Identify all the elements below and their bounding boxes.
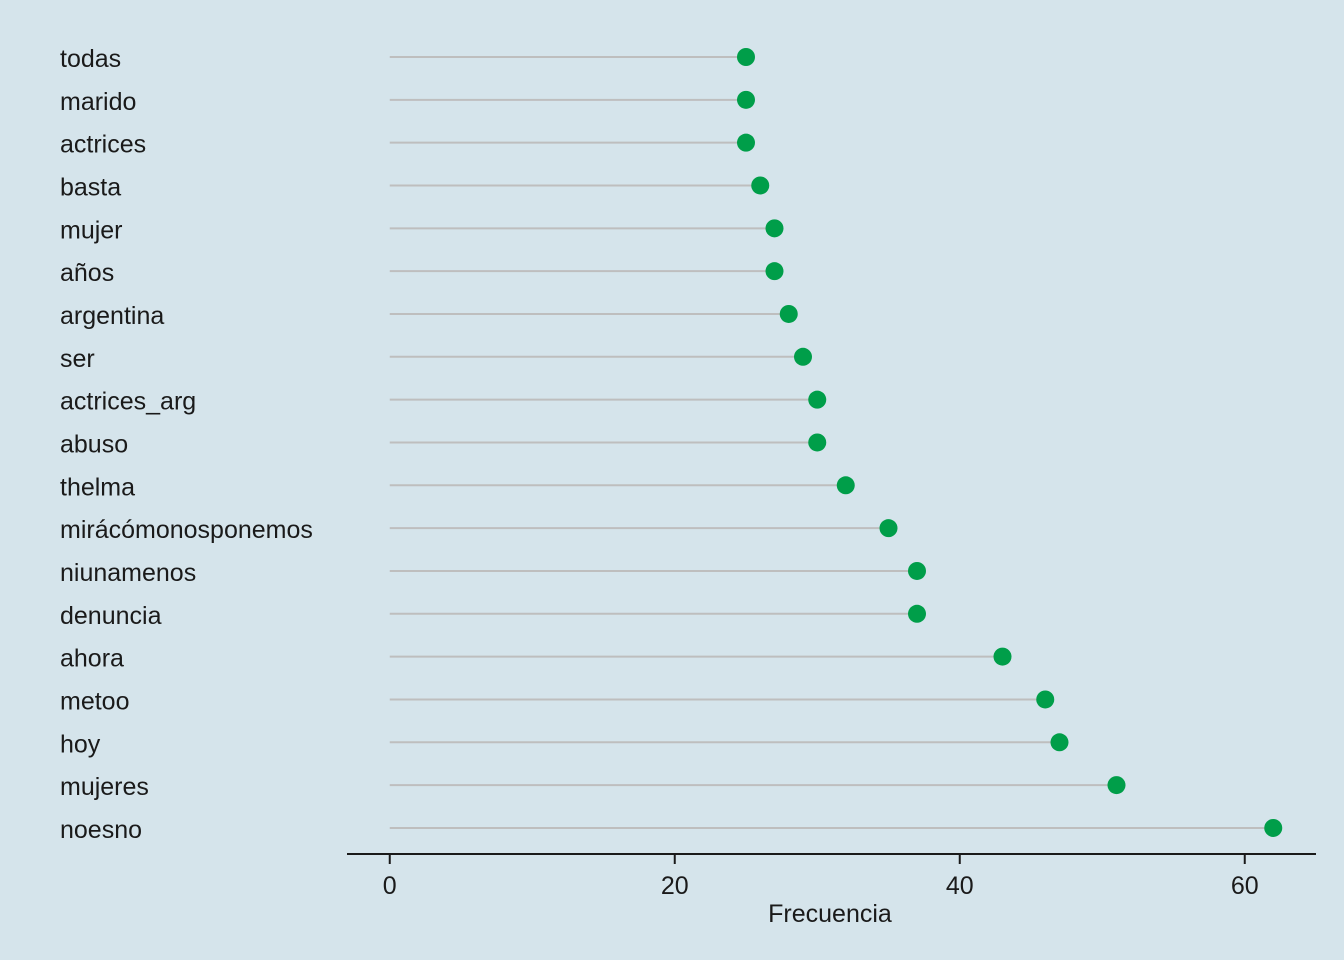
category-label-ser: ser (60, 345, 95, 373)
category-label-abuso: abuso (60, 430, 128, 458)
point-anos (765, 262, 784, 281)
point-ahora (993, 647, 1012, 666)
category-label-todas: todas (60, 45, 121, 73)
category-label-anos: años (60, 259, 114, 287)
point-marido (737, 90, 755, 109)
category-label-ahora: ahora (60, 645, 124, 673)
point-basta (751, 176, 770, 195)
point-actrices-arg (808, 390, 827, 409)
category-label-basta: basta (60, 173, 121, 201)
category-label-mujer: mujer (60, 216, 123, 244)
x-tick-label-40: 40 (946, 872, 974, 900)
point-hoy (1050, 733, 1069, 752)
category-label-argentina: argentina (60, 302, 164, 330)
category-label-niunamenos: niunamenos (60, 559, 196, 587)
point-argentina (779, 304, 798, 323)
point-miracomonosponemos (879, 519, 898, 538)
x-tick-label-0: 0 (383, 872, 397, 900)
point-metoo (1036, 690, 1055, 709)
point-actrices (737, 133, 755, 152)
x-axis: 0 20 40 60 (347, 853, 1316, 900)
point-ser (794, 347, 812, 366)
point-denuncia (908, 604, 926, 623)
category-label-actrices-arg: actrices_arg (60, 388, 196, 416)
x-tick-label-20: 20 (661, 872, 689, 900)
points-group (737, 48, 1283, 837)
category-label-actrices: actrices (60, 131, 146, 159)
category-label-hoy: hoy (60, 730, 101, 758)
category-label-metoo: metoo (60, 687, 129, 715)
stems-group (389, 56, 1274, 829)
category-label-miracomonosponemos: mirácómonosponemos (60, 516, 313, 544)
category-label-denuncia: denuncia (60, 602, 162, 630)
category-label-mujeres: mujeres (60, 773, 149, 801)
point-niunamenos (908, 561, 926, 580)
x-axis-title: Frecuencia (768, 900, 892, 928)
point-todas (737, 48, 755, 66)
point-abuso (808, 433, 827, 452)
point-noesno (1264, 818, 1283, 837)
point-thelma (836, 476, 855, 495)
point-mujer (765, 219, 784, 238)
category-label-marido: marido (60, 88, 136, 116)
category-labels: todas marido actrices basta mujer años argenti… (60, 45, 313, 844)
point-mujeres (1107, 776, 1126, 795)
category-label-thelma: thelma (60, 473, 135, 501)
category-label-noesno: noesno (60, 816, 142, 844)
x-tick-label-60: 60 (1231, 872, 1259, 900)
